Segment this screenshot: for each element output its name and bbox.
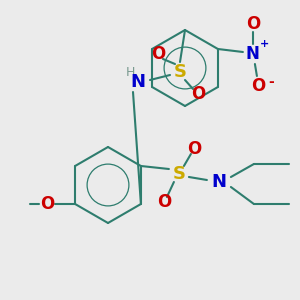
Text: O: O	[191, 85, 205, 103]
Text: S: S	[173, 63, 187, 81]
Text: +: +	[260, 39, 269, 49]
Text: O: O	[246, 15, 260, 33]
Text: N: N	[246, 45, 260, 63]
Text: O: O	[251, 77, 265, 95]
Text: N: N	[130, 73, 146, 91]
Text: O: O	[157, 193, 171, 211]
Text: N: N	[212, 173, 226, 191]
Text: O: O	[187, 140, 201, 158]
Text: O: O	[40, 195, 54, 213]
Text: H: H	[125, 65, 135, 79]
Text: -: -	[268, 75, 274, 89]
Text: S: S	[172, 165, 185, 183]
Text: O: O	[151, 45, 165, 63]
